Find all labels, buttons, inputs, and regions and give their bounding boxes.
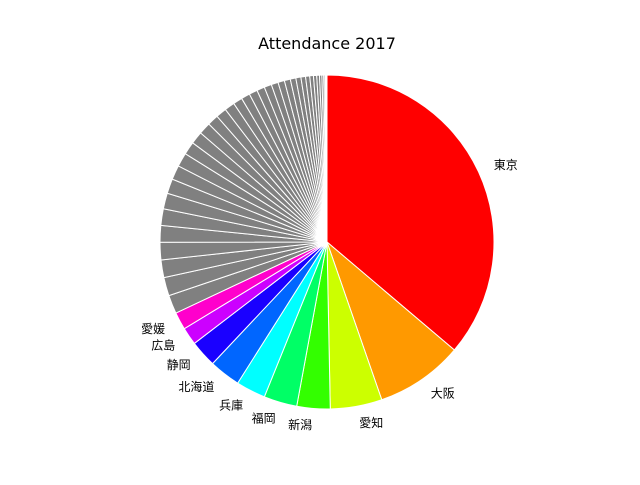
pie-slices [160, 75, 494, 409]
chart-title: Attendance 2017 [258, 34, 396, 53]
slice-label-0: 東京 [494, 158, 518, 172]
slice-label-1: 大阪 [431, 387, 455, 401]
slice-label-4: 福岡 [252, 410, 276, 425]
slice-label-5: 兵庫 [219, 398, 243, 412]
slice-label-7: 静岡 [167, 358, 191, 372]
slice-label-9: 愛媛 [141, 322, 165, 336]
slice-label-8: 広島 [151, 338, 175, 353]
slice-label-3: 新潟 [288, 417, 312, 432]
slice-label-2: 愛知 [359, 416, 383, 430]
slice-label-6: 北海道 [178, 379, 214, 394]
